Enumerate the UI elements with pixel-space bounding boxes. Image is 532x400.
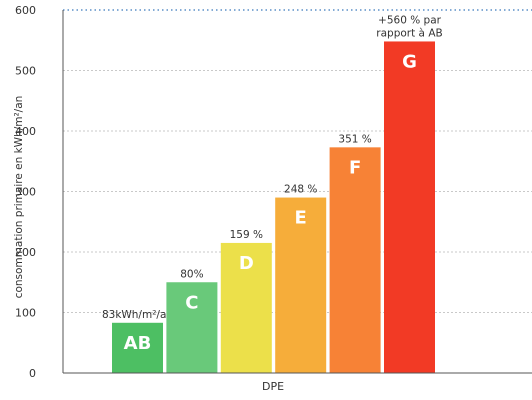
- bar-data-label: 80%: [180, 268, 203, 280]
- bar-e: [275, 197, 327, 373]
- x-axis-label: DPE: [262, 380, 284, 393]
- bar-category-label: D: [239, 253, 254, 274]
- bar-category-label: C: [185, 292, 198, 313]
- bar-d: [220, 242, 272, 373]
- y-tick-label: 500: [15, 65, 36, 78]
- y-tick-labels: 0 100 200 300 400 500 600: [15, 4, 36, 380]
- bars: AB 83kWh/m²/an C 80% D 159 % E 248 % F 351 % G +560…: [102, 14, 443, 374]
- y-tick-label: 400: [15, 125, 36, 138]
- bar-category-label: AB: [124, 333, 152, 354]
- y-tick-label: 200: [15, 246, 36, 259]
- gridlines: [63, 9, 532, 313]
- bar-c: [166, 282, 218, 373]
- y-tick-label: 300: [15, 186, 36, 199]
- bar-category-label: F: [349, 157, 361, 178]
- bar-f: [329, 147, 381, 373]
- y-axis-label: consommation primaire en kWh/m²/an: [13, 96, 25, 299]
- y-tick-label: 600: [15, 4, 36, 17]
- bar-data-label: 83kWh/m²/an: [102, 309, 173, 321]
- bar-category-label: G: [402, 51, 417, 72]
- bar-data-label: 159 %: [230, 229, 263, 241]
- bar-category-label: E: [295, 208, 307, 229]
- bar-data-label: rapport à AB: [376, 27, 442, 39]
- bar-data-label: +560 % par: [378, 14, 442, 26]
- bar-data-label: 248 %: [284, 184, 317, 196]
- y-tick-label: 100: [15, 307, 36, 320]
- y-tick-label: 0: [29, 367, 36, 380]
- bar-ab: [112, 322, 163, 373]
- bar-data-label: 351 %: [338, 133, 371, 145]
- bar-g: [384, 41, 435, 374]
